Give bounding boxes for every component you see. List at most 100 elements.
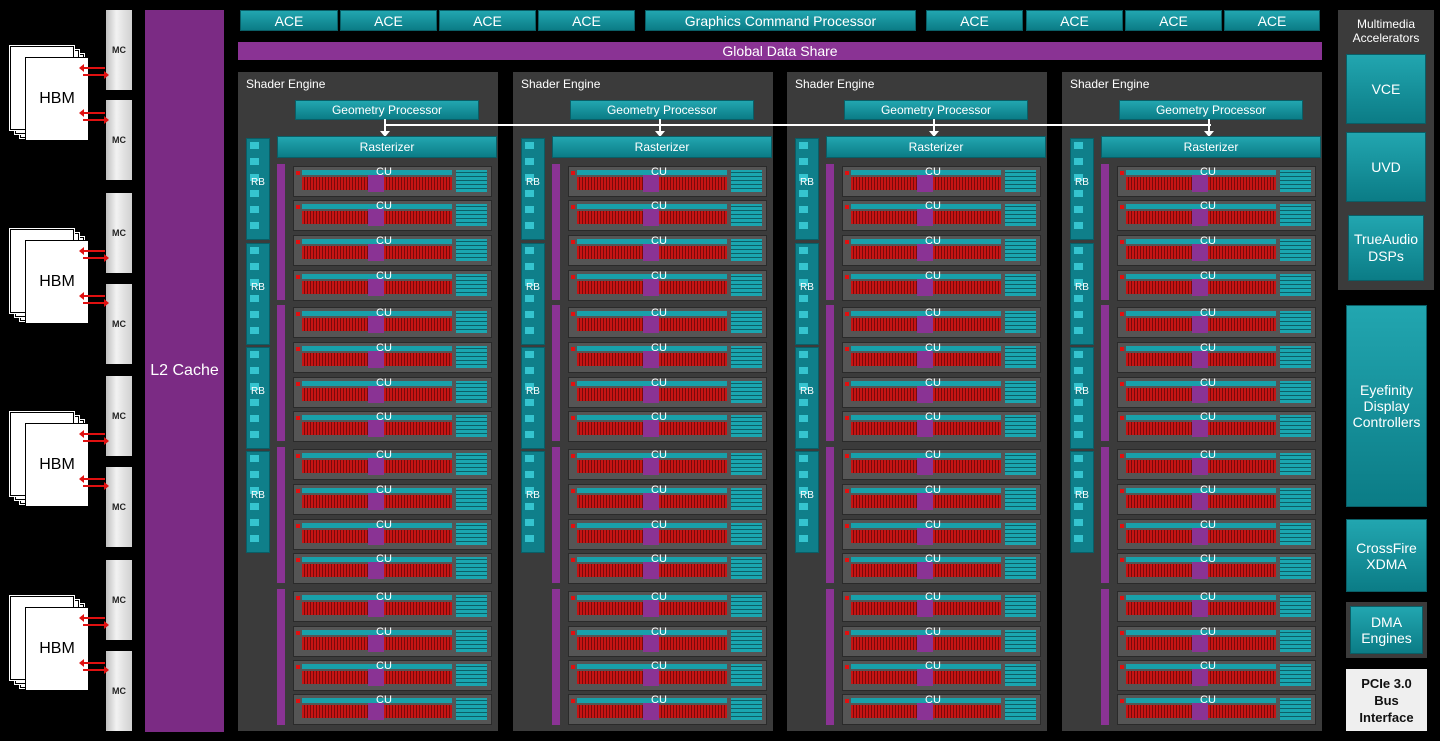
cu-label: CU	[651, 270, 667, 282]
cu-cache-grid	[731, 698, 762, 720]
cu-scalar-strip	[302, 170, 452, 175]
cu-simd-left	[851, 602, 917, 615]
cu-simd-left	[851, 705, 917, 718]
cu-simd-right	[1208, 353, 1276, 366]
arrow-right	[83, 437, 109, 445]
render-backend: RB	[521, 451, 545, 553]
cu-scalar-strip	[577, 523, 727, 528]
compute-unit: CU	[842, 626, 1041, 657]
rb-label: RB	[251, 490, 265, 501]
cu-scalar-strip	[577, 453, 727, 458]
cu-core	[1192, 175, 1208, 192]
cu-label: CU	[1200, 694, 1216, 706]
cu-scalar-strip	[851, 346, 1001, 351]
cu-marker	[845, 454, 849, 458]
cu-simd-right	[933, 422, 1001, 435]
cu-scalar-strip	[302, 346, 452, 351]
cu-label: CU	[925, 660, 941, 672]
cu-marker	[845, 347, 849, 351]
cu-core	[368, 600, 384, 617]
rb-label: RB	[526, 177, 540, 188]
rb-cell	[250, 351, 259, 358]
cu-scalar-strip	[302, 415, 452, 420]
cu-scalar-strip	[1126, 453, 1276, 458]
cu-group-bar	[826, 447, 834, 583]
cu-marker	[571, 454, 575, 458]
cu-simd-left	[1126, 495, 1192, 508]
pcie-interface: PCIe 3.0 Bus Interface	[1346, 669, 1427, 731]
render-backend: RB	[1070, 243, 1094, 345]
cu-simd-right	[659, 318, 727, 331]
rb-cell	[1074, 399, 1083, 406]
memory-controller: MC	[106, 284, 132, 364]
cu-core	[917, 600, 933, 617]
hbm-stack: HBM	[5, 225, 89, 325]
cu-core	[1192, 669, 1208, 686]
cu-simd-left	[851, 530, 917, 543]
cu-cache-grid	[1005, 381, 1036, 403]
cu-marker	[571, 382, 575, 386]
ace-block: ACE	[1125, 10, 1222, 31]
cu-scalar-strip	[1126, 381, 1276, 386]
cu-core	[1192, 600, 1208, 617]
compute-unit: CU	[293, 591, 492, 622]
rb-cell	[1074, 415, 1083, 422]
cu-simd-left	[577, 281, 643, 294]
cu-group-bar	[552, 305, 560, 441]
compute-unit: CU	[842, 449, 1041, 480]
cu-simd-right	[933, 637, 1001, 650]
compute-unit: CU	[842, 342, 1041, 373]
ace-block: ACE	[340, 10, 437, 31]
cu-marker	[296, 205, 300, 209]
cu-scalar-strip	[302, 488, 452, 493]
ace-block: ACE	[439, 10, 536, 31]
cu-scalar-strip	[851, 557, 1001, 562]
cu-marker	[1120, 699, 1124, 703]
cu-cache-grid	[456, 664, 487, 686]
compute-unit: CU	[1117, 626, 1316, 657]
rb-cell	[1074, 190, 1083, 197]
uvd-block: UVD	[1346, 132, 1426, 202]
rb-cell	[525, 311, 534, 318]
rb-cell	[250, 327, 259, 334]
cu-core	[1192, 562, 1208, 579]
cu-core	[643, 669, 659, 686]
compute-unit: CU	[293, 484, 492, 515]
cu-core	[1192, 316, 1208, 333]
cu-simd-left	[1126, 281, 1192, 294]
cu-cache-grid	[1280, 595, 1311, 617]
cu-core	[643, 244, 659, 261]
compute-unit: CU	[1117, 694, 1316, 725]
cu-scalar-strip	[1126, 630, 1276, 635]
cu-scalar-strip	[1126, 204, 1276, 209]
rb-label: RB	[526, 490, 540, 501]
cu-scalar-strip	[1126, 239, 1276, 244]
cu-simd-right	[933, 671, 1001, 684]
rb-cell	[525, 190, 534, 197]
cu-simd-left	[851, 246, 917, 259]
cu-core	[368, 703, 384, 720]
cu-simd-right	[933, 495, 1001, 508]
cu-core	[368, 279, 384, 296]
rb-label: RB	[800, 490, 814, 501]
cu-label: CU	[376, 519, 392, 531]
shader-engine-title: Shader Engine	[521, 77, 601, 91]
cu-simd-right	[384, 318, 452, 331]
cu-cache-grid	[1280, 630, 1311, 652]
cu-label: CU	[651, 235, 667, 247]
cu-marker	[1120, 347, 1124, 351]
cu-scalar-strip	[577, 630, 727, 635]
cu-simd-right	[1208, 281, 1276, 294]
cu-simd-right	[1208, 246, 1276, 259]
vce-block: VCE	[1346, 54, 1426, 124]
cu-marker	[296, 631, 300, 635]
cu-label: CU	[376, 694, 392, 706]
rb-label: RB	[526, 282, 540, 293]
memory-controller: MC	[106, 560, 132, 640]
cu-scalar-strip	[851, 630, 1001, 635]
cu-simd-right	[933, 530, 1001, 543]
cu-label: CU	[925, 484, 941, 496]
compute-unit: CU	[842, 377, 1041, 408]
rb-cell	[799, 142, 808, 149]
rb-cell	[525, 503, 534, 510]
